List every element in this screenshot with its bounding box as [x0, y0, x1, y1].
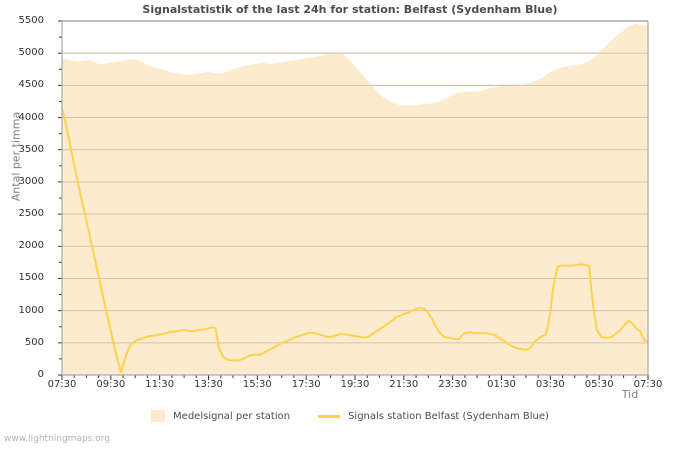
y-tick-label: 3500: [18, 143, 44, 155]
x-tick-label: 15:30: [242, 379, 272, 390]
x-tick-label: 03:30: [535, 379, 565, 390]
y-tick-label: 5500: [18, 15, 44, 26]
y-tick-label: 500: [24, 336, 44, 348]
y-tick-label: 3000: [18, 175, 44, 187]
chart-title: Signalstatistik of the last 24h for stat…: [142, 3, 558, 16]
y-tick-label: 2500: [18, 208, 44, 220]
legend-area-swatch-icon: [151, 410, 166, 422]
x-tick-label: 01:30: [487, 379, 516, 390]
y-tick-label: 4000: [18, 111, 44, 123]
legend-item-area[interactable]: Medelsignal per station: [151, 410, 290, 422]
legend-area-label: Medelsignal per station: [173, 410, 291, 422]
watermark: www.lightningmaps.org: [4, 434, 110, 444]
x-tick-label: 17:30: [291, 379, 321, 390]
x-tick-label: 23:30: [438, 379, 468, 390]
x-tick-label: 21:30: [389, 379, 419, 390]
x-tick-label: 19:30: [340, 379, 370, 390]
y-tick-label: 0: [37, 369, 44, 380]
y-tick-label: 1500: [18, 272, 44, 284]
legend-line-swatch-icon: [318, 414, 341, 418]
x-tick-label: 07:30: [47, 379, 77, 390]
x-tick-label: 13:30: [194, 379, 223, 390]
x-tick-label: 05:30: [584, 379, 614, 390]
x-tick-label: 11:30: [145, 379, 175, 390]
y-tick-label: 1000: [18, 304, 44, 316]
area-series-medelsignal: [62, 23, 648, 375]
legend-line-label: Signals station Belfast (Sydenham Blue): [348, 410, 549, 422]
x-tick-label: 07:30: [633, 379, 663, 390]
legend-item-line[interactable]: Signals station Belfast (Sydenham Blue): [318, 411, 549, 422]
chart-legend: Medelsignal per station Signals station …: [0, 410, 700, 422]
x-tick-label: 09:30: [96, 379, 126, 390]
y-tick-label: 2000: [18, 240, 44, 252]
line-series-belfast-sydenham-blue: [61, 106, 649, 374]
y-tick-label: 4500: [18, 79, 44, 91]
x-axis-label: Tid: [621, 388, 639, 401]
y-tick-label: 5000: [18, 47, 44, 59]
